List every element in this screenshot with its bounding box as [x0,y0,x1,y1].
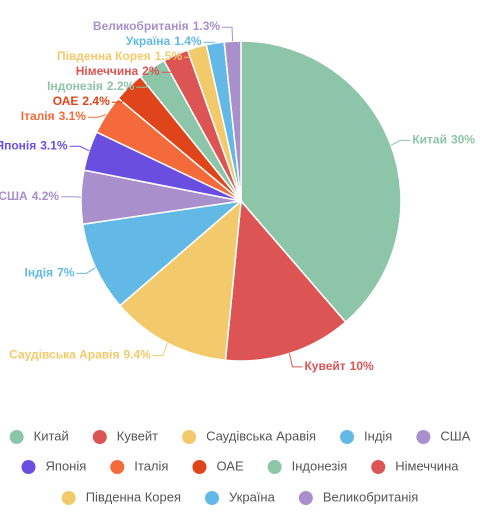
data-label: Україна 1.4% [126,34,202,48]
label-name: Південна Корея [57,49,151,63]
pie-slice [118,199,242,362]
label-value: 30% [451,132,475,146]
pie-slice [224,199,347,362]
data-label: Саудівська Аравія 9.4% [9,348,151,362]
data-label: Китай 30% [412,132,475,146]
label-value: 2% [142,64,160,78]
leader-line [152,342,168,357]
data-label: Німеччина 2% [76,64,160,78]
data-label: Південна Корея 1.5% [57,49,182,63]
leader-line [111,86,130,103]
label-name: Індонезія [47,79,103,93]
label-value: 1.3% [193,19,221,33]
legend-item: Італія [110,458,168,474]
legend-label: Великобританія [323,489,418,504]
label-name: Саудівська Аравія [9,348,119,362]
legend-marker [371,460,386,474]
legend-item: Великобританія [298,489,418,505]
label-name: Німеччина [76,64,139,78]
leader-line [136,68,153,88]
legend-item: Японія [21,458,87,474]
data-label: Італія 3.1% [21,109,87,123]
data-label: Індонезія 2.2% [47,79,134,93]
legend-label: Німеччина [395,458,459,473]
data-label: Кувейт 10% [304,359,374,373]
label-value: 4.2% [32,189,60,203]
legend-marker [205,491,219,505]
leader-line [390,139,411,146]
legend-item: Німеччина [371,458,459,474]
legend-label: Італія [134,458,168,473]
label-value: 3.1% [59,109,87,123]
legend-marker [61,491,76,505]
legend-item: США [416,428,471,444]
legend-label: Японія [46,458,87,473]
legend-item: Китай [9,428,69,444]
legend-marker [110,460,125,474]
legend-label: Індія [364,428,392,443]
label-value: 1.4% [174,34,202,48]
label-value: 10% [350,359,374,373]
legend-label: Індонезія [292,458,348,473]
legend-label: Південна Корея [86,489,181,504]
pie-slice [240,40,402,324]
leader-line [87,114,107,118]
leader-line [288,353,303,368]
legend-label: Україна [229,489,276,504]
data-label: Японія 3.1% [0,138,68,152]
legend-item: ОАЕ [192,458,244,474]
legend-item: Саудівська Аравія [182,428,316,444]
legend-marker [416,430,431,444]
legend-item: Індонезія [267,458,348,474]
legend-label: США [440,428,470,443]
leader-line [76,267,96,274]
legend-marker [21,460,36,474]
legend-marker [298,491,313,505]
legend-label: Китай [34,428,69,443]
legend-label: ОАЕ [216,458,243,473]
label-name: Китай [412,132,447,146]
label-name: Японія [0,138,36,152]
label-value: 3.1% [40,138,68,152]
label-value: 9.4% [123,348,151,362]
label-name: Індія [25,266,54,280]
legend-item: Південна Корея [61,489,181,505]
legend-label: Саудівська Аравія [206,428,316,443]
label-name: ОАЕ [53,94,79,108]
label-name: Україна [126,34,171,48]
leader-line [69,145,90,152]
label-name: Великобританія [93,19,189,33]
legend-item: Україна [205,489,276,505]
pie-slice [81,199,244,307]
leader-line [161,54,177,73]
data-label: ОАЕ 2.4% [53,94,110,108]
label-name: Кувейт [304,359,345,373]
legend-marker [267,460,282,474]
leader-line [222,26,234,42]
label-value: 7% [57,266,75,280]
label-value: 1.5% [155,49,183,63]
leader-line [203,41,216,44]
legend-marker [192,460,207,474]
label-value: 2.2% [107,79,135,93]
label-value: 2.4% [82,94,110,108]
legend-marker [9,430,24,444]
data-label: Великобританія 1.3% [93,19,220,33]
data-label: США 4.2% [0,189,59,203]
legend-marker [182,430,197,444]
data-label: Індія 7% [25,266,75,280]
label-name: Італія [21,109,55,123]
legend-marker [92,430,107,444]
legend-item: Кувейт [92,428,158,444]
legend-item: Індія [340,428,392,444]
legend-label: Кувейт [117,428,158,443]
leader-line [184,47,198,58]
legend-marker [340,430,355,444]
label-name: США [0,189,28,203]
